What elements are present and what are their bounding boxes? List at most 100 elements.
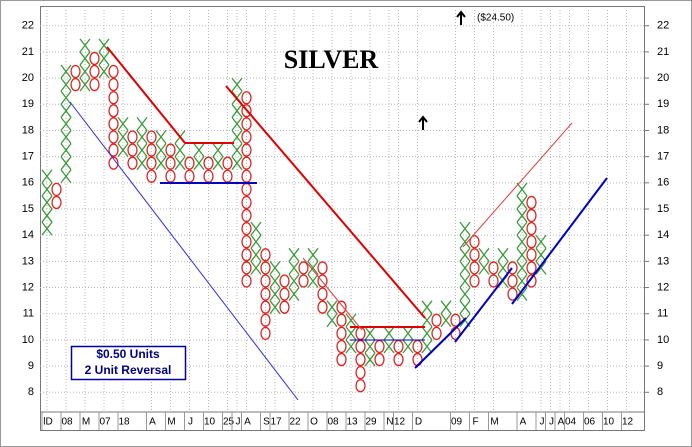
o-box: [184, 156, 195, 170]
o-box: [70, 64, 81, 79]
o-box: [241, 221, 252, 236]
o-box: [146, 169, 157, 183]
x-box: [516, 221, 528, 236]
column: [516, 182, 528, 301]
y-tick-label: 20: [657, 72, 669, 84]
o-box: [336, 352, 347, 367]
o-box: [355, 352, 366, 367]
o-box: [526, 274, 537, 288]
x-box: [383, 326, 395, 341]
x-box: [364, 326, 376, 341]
x-box: [364, 352, 376, 367]
column: [70, 64, 81, 92]
o-box: [127, 143, 138, 157]
x-box: [136, 117, 148, 131]
trend-line: [462, 122, 573, 248]
o-box: [241, 235, 252, 249]
y-tick-label: 21: [657, 46, 669, 58]
x-box: [60, 77, 72, 92]
x-box: [345, 339, 357, 354]
column: [383, 326, 395, 354]
x-tick-label: O: [310, 417, 318, 428]
x-tick-label: 17: [270, 417, 282, 428]
o-box: [279, 287, 290, 301]
x-box: [497, 261, 509, 275]
o-box: [108, 130, 119, 144]
x-box: [60, 90, 72, 105]
column: [146, 130, 157, 183]
o-box: [393, 352, 404, 367]
x-box: [478, 247, 490, 262]
x-box: [41, 195, 53, 210]
column: [317, 261, 328, 314]
x-box: [516, 287, 528, 301]
x-box: [402, 326, 414, 341]
column: [108, 64, 119, 170]
o-box: [469, 261, 480, 275]
o-box: [260, 300, 271, 314]
column: [326, 300, 338, 328]
o-box: [241, 248, 252, 262]
note: 2 Unit Reversal: [85, 363, 172, 377]
note: $0.50 Units: [96, 347, 160, 361]
x-box: [41, 169, 53, 184]
y-tick-label: 14: [22, 229, 34, 241]
column: [336, 300, 347, 367]
column: [298, 261, 309, 288]
o-box: [89, 51, 100, 66]
o-box: [260, 287, 271, 301]
o-box: [526, 221, 537, 236]
x-tick-label: 08: [327, 417, 339, 428]
y-tick-label: 12: [22, 281, 34, 293]
x-box: [250, 247, 262, 262]
o-box: [241, 195, 252, 210]
y-tick-label: 13: [657, 255, 669, 267]
x-tick-label: M: [167, 417, 175, 428]
o-box: [507, 274, 518, 288]
x-box: [440, 300, 452, 315]
x-tick-label: A: [558, 417, 565, 428]
x-box: [231, 143, 243, 157]
o-box: [241, 261, 252, 275]
note-box: [70, 345, 187, 381]
x-box: [60, 117, 72, 131]
x-tick-label: lD: [43, 417, 52, 428]
o-box: [431, 313, 442, 327]
o-box: [108, 104, 119, 118]
x-box: [516, 208, 528, 223]
column: [431, 313, 442, 341]
o-box: [89, 77, 100, 92]
annotation: ($24.50): [477, 13, 514, 24]
y-tick-label: 19: [22, 98, 34, 110]
column: [507, 261, 518, 301]
x-box: [516, 182, 528, 197]
x-box: [136, 130, 148, 144]
x-box: [288, 274, 300, 288]
x-box: [117, 130, 129, 144]
x-box: [79, 77, 91, 92]
column: [60, 64, 72, 184]
y-tick-label: 16: [657, 177, 669, 189]
chart-title: SILVER: [284, 45, 379, 74]
o-box: [241, 91, 252, 105]
o-box: [317, 261, 328, 275]
y-tick-label: 9: [28, 360, 34, 372]
y-tick-label: 8: [28, 386, 34, 398]
o-box: [526, 195, 537, 210]
x-tick-label: 06: [584, 417, 596, 428]
y-tick-label: 22: [657, 20, 669, 32]
x-tick-label: 07: [99, 417, 111, 428]
x-box: [79, 38, 91, 53]
x-box: [307, 247, 319, 262]
x-box: [231, 117, 243, 131]
x-box: [98, 64, 110, 79]
x-box: [41, 208, 53, 223]
column: [155, 130, 167, 171]
x-box: [459, 274, 471, 288]
x-box: [155, 143, 167, 157]
x-box: [174, 143, 186, 157]
x-box: [516, 261, 528, 275]
column: [136, 117, 148, 171]
x-box: [250, 234, 262, 249]
y-tick-label: 21: [22, 46, 34, 58]
